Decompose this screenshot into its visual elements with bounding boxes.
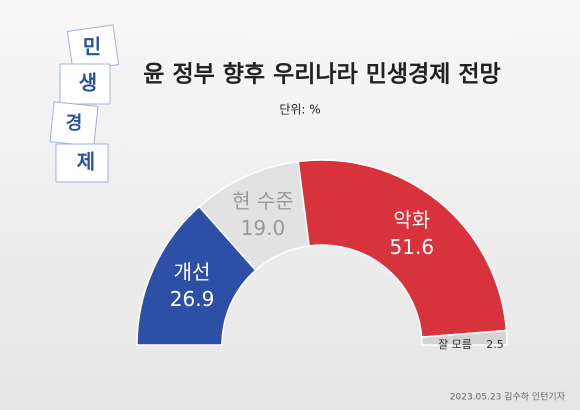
value-label: 2.5 [486, 338, 504, 351]
value-label: 51.6 [390, 235, 435, 259]
value-label: 19.0 [241, 216, 286, 240]
value-label: 26.9 [170, 287, 215, 311]
cube [59, 63, 111, 105]
cube-label: 생 [79, 71, 97, 95]
cube-stack: 민 생 경 제 [49, 24, 120, 183]
category-label: 잘 모름 [438, 338, 472, 351]
chart-title: 윤 정부 향후 우리나라 민생경제 전망 [143, 62, 500, 88]
cube-label: 제 [77, 150, 95, 174]
slice [420, 329, 508, 346]
slice [297, 159, 508, 338]
credit: 2023.05.23 김수하 인턴기자 [450, 391, 566, 403]
category-label: 현 수준 [232, 189, 294, 213]
category-label: 개선 [174, 260, 211, 284]
cube [55, 143, 109, 183]
cube-label: 경 [66, 113, 83, 134]
cube-label: 민 [83, 35, 101, 59]
unit-label: 단위: % [279, 103, 320, 117]
category-label: 악화 [393, 208, 430, 232]
